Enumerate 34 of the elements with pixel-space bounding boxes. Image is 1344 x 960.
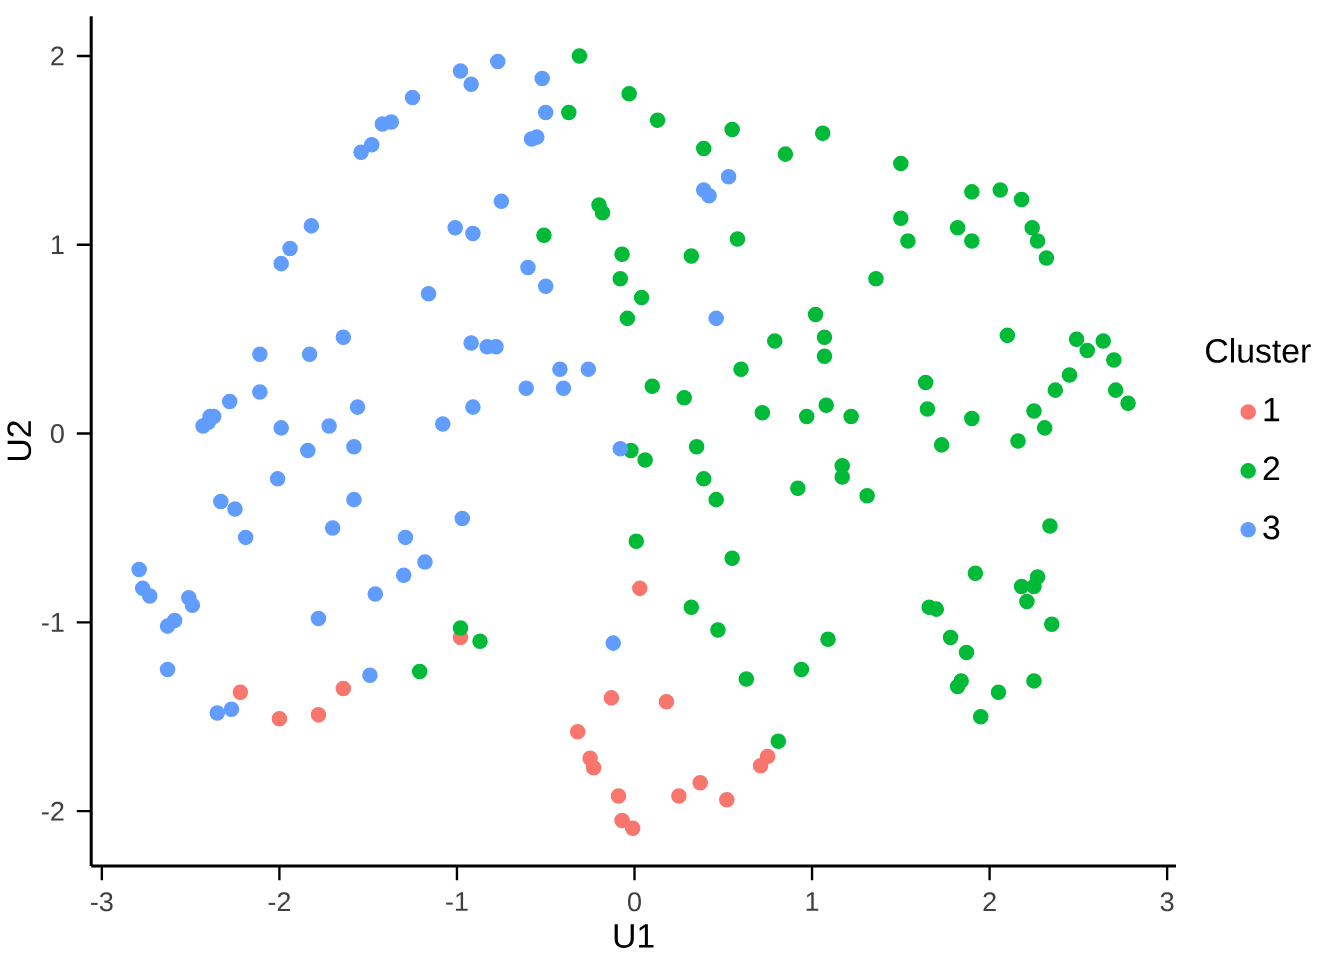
y-axis-title: U2 (7, 421, 32, 461)
x-tick-label: -3 (91, 892, 113, 912)
legend-label: 3 (1263, 515, 1280, 540)
point (610, 788, 627, 804)
point (719, 792, 735, 808)
point (569, 724, 586, 740)
legend-title: Cluster (1206, 338, 1311, 363)
point (585, 759, 602, 776)
legend-label: 2 (1263, 456, 1280, 481)
point (310, 707, 327, 723)
point (658, 693, 675, 710)
point (335, 680, 352, 697)
point (232, 684, 249, 700)
point (759, 748, 776, 765)
x-tick-label: -1 (446, 892, 468, 911)
y-tick-label: 1 (51, 235, 64, 255)
point (624, 820, 641, 836)
point (671, 788, 687, 804)
point (614, 812, 630, 829)
point (271, 710, 288, 727)
y-tick-label: -1 (42, 613, 64, 632)
x-tick-label: 0 (628, 892, 641, 912)
legend-label: 1 (1264, 397, 1280, 422)
y-tick-label: 0 (50, 424, 64, 444)
y-tick-label: 2 (51, 46, 64, 66)
x-axis-title: U1 (614, 924, 654, 948)
y-tick-label: -2 (42, 801, 64, 821)
point (632, 580, 648, 597)
x-tick-label: -2 (268, 892, 291, 912)
x-tick-label: 3 (1160, 892, 1174, 912)
x-tick-label: 2 (983, 892, 996, 912)
point (692, 775, 708, 791)
x-tick-label: 1 (806, 892, 819, 911)
point (603, 690, 620, 706)
